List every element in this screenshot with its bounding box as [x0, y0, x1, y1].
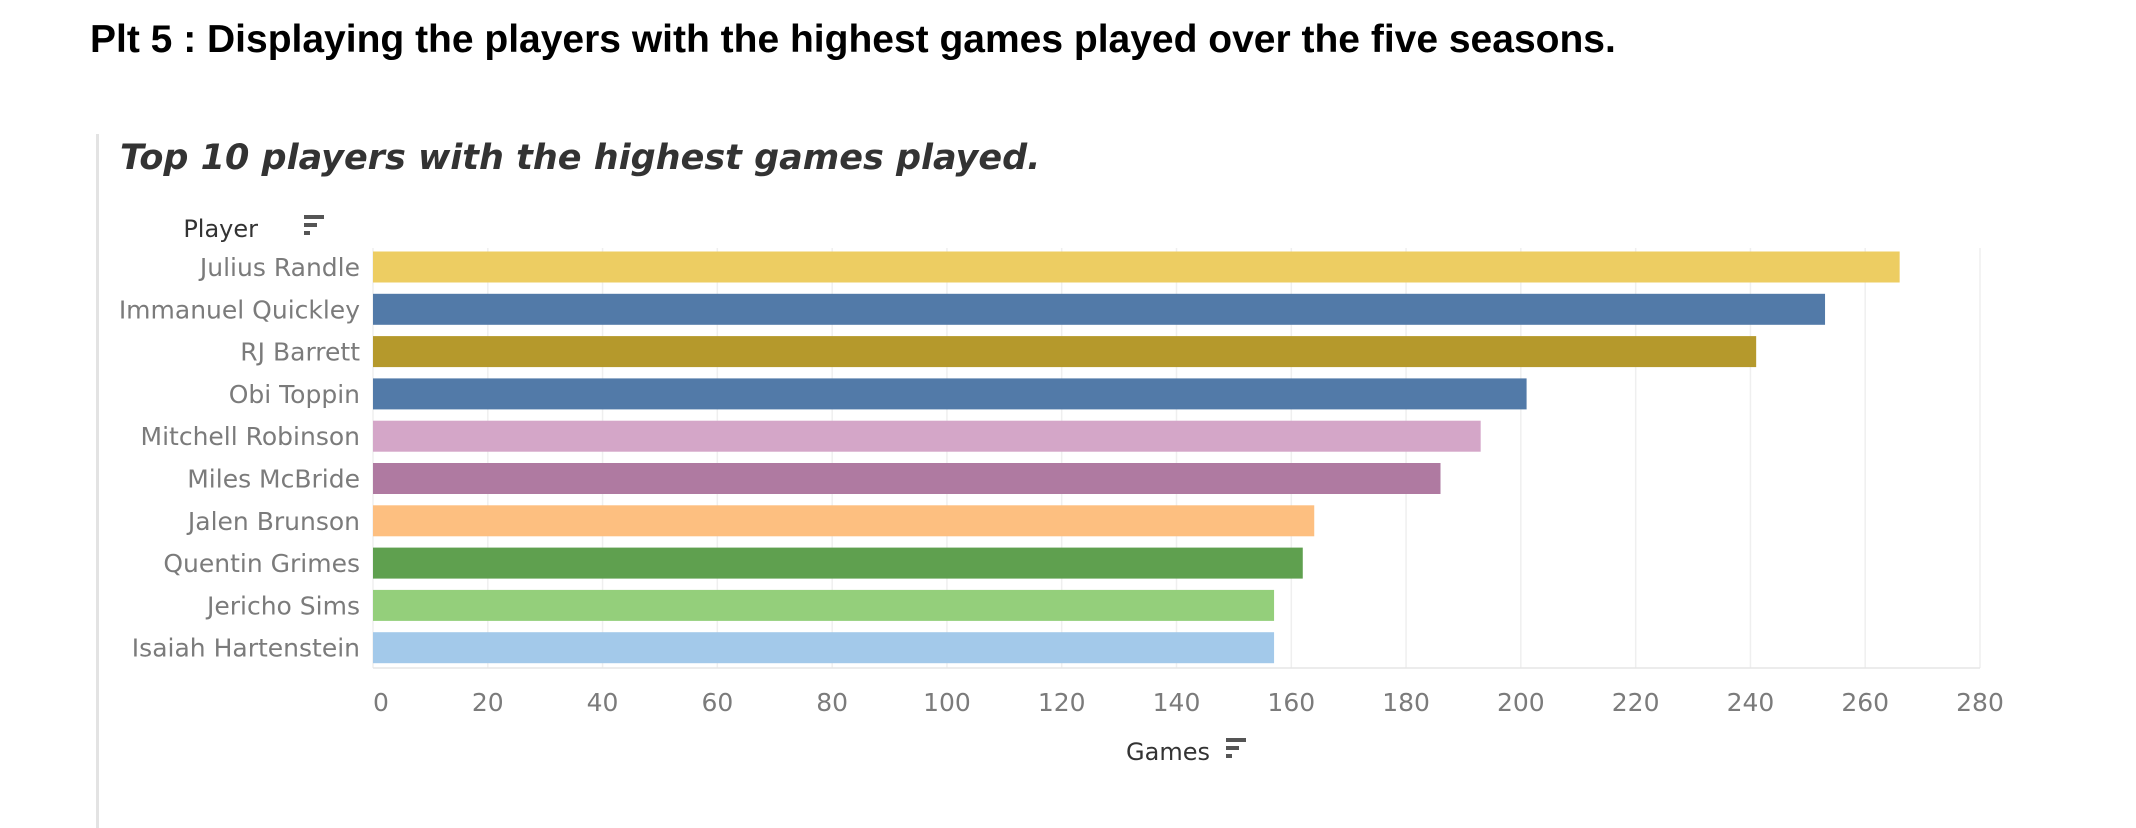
- bar[interactable]: [373, 293, 1826, 325]
- category-label: Jericho Sims: [205, 591, 360, 620]
- x-tick-labels: 0 20 40 60 80 100 120 140 160 180 200 220 240 260 280: [373, 688, 2004, 717]
- category-label: Immanuel Quickley: [119, 295, 360, 324]
- x-tick-label: 220: [1612, 688, 1660, 717]
- category-labels: Julius Randle Immanuel Quickley RJ Barrett…: [119, 253, 360, 663]
- category-label: Isaiah Hartenstein: [132, 634, 360, 663]
- bar[interactable]: [373, 547, 1303, 579]
- chart-title: Top 10 players with the highest games pl…: [120, 138, 1041, 178]
- bar[interactable]: [373, 336, 1757, 368]
- category-label: Jalen Brunson: [186, 507, 360, 536]
- bar[interactable]: [373, 632, 1275, 664]
- category-label: Mitchell Robinson: [141, 422, 361, 451]
- bar[interactable]: [373, 505, 1315, 537]
- bar[interactable]: [373, 463, 1441, 494]
- player-sort-icon[interactable]: [304, 215, 324, 235]
- x-tick-label: 100: [923, 688, 971, 717]
- x-tick-label: 120: [1038, 688, 1086, 717]
- x-tick-label: 40: [587, 688, 619, 717]
- category-label: RJ Barrett: [240, 338, 360, 367]
- category-label: Julius Randle: [198, 253, 360, 282]
- category-label: Quentin Grimes: [163, 549, 360, 578]
- bars: [373, 251, 1900, 664]
- bar[interactable]: [373, 420, 1481, 452]
- x-axis-title: Games: [1126, 738, 1210, 766]
- x-tick-label: 20: [472, 688, 504, 717]
- x-tick-label: 180: [1382, 688, 1430, 717]
- category-label: Miles McBride: [187, 465, 360, 494]
- x-tick-label: 60: [701, 688, 733, 717]
- x-tick-label: 140: [1153, 688, 1201, 717]
- x-tick-label: 160: [1267, 688, 1315, 717]
- bar[interactable]: [373, 589, 1275, 621]
- x-tick-label: 240: [1727, 688, 1775, 717]
- x-tick-label: 200: [1497, 688, 1545, 717]
- page-heading: Plt 5 : Displaying the players with the …: [90, 18, 1616, 61]
- category-label: Obi Toppin: [229, 380, 360, 409]
- bar[interactable]: [373, 251, 1900, 283]
- panel-left-border: [96, 134, 99, 828]
- y-axis-title: Player: [183, 215, 258, 243]
- x-tick-label: 0: [373, 688, 389, 717]
- games-sort-icon[interactable]: [1226, 738, 1246, 758]
- x-tick-label: 260: [1841, 688, 1889, 717]
- x-tick-label: 280: [1956, 688, 2004, 717]
- x-tick-label: 80: [816, 688, 848, 717]
- bar[interactable]: [373, 378, 1527, 410]
